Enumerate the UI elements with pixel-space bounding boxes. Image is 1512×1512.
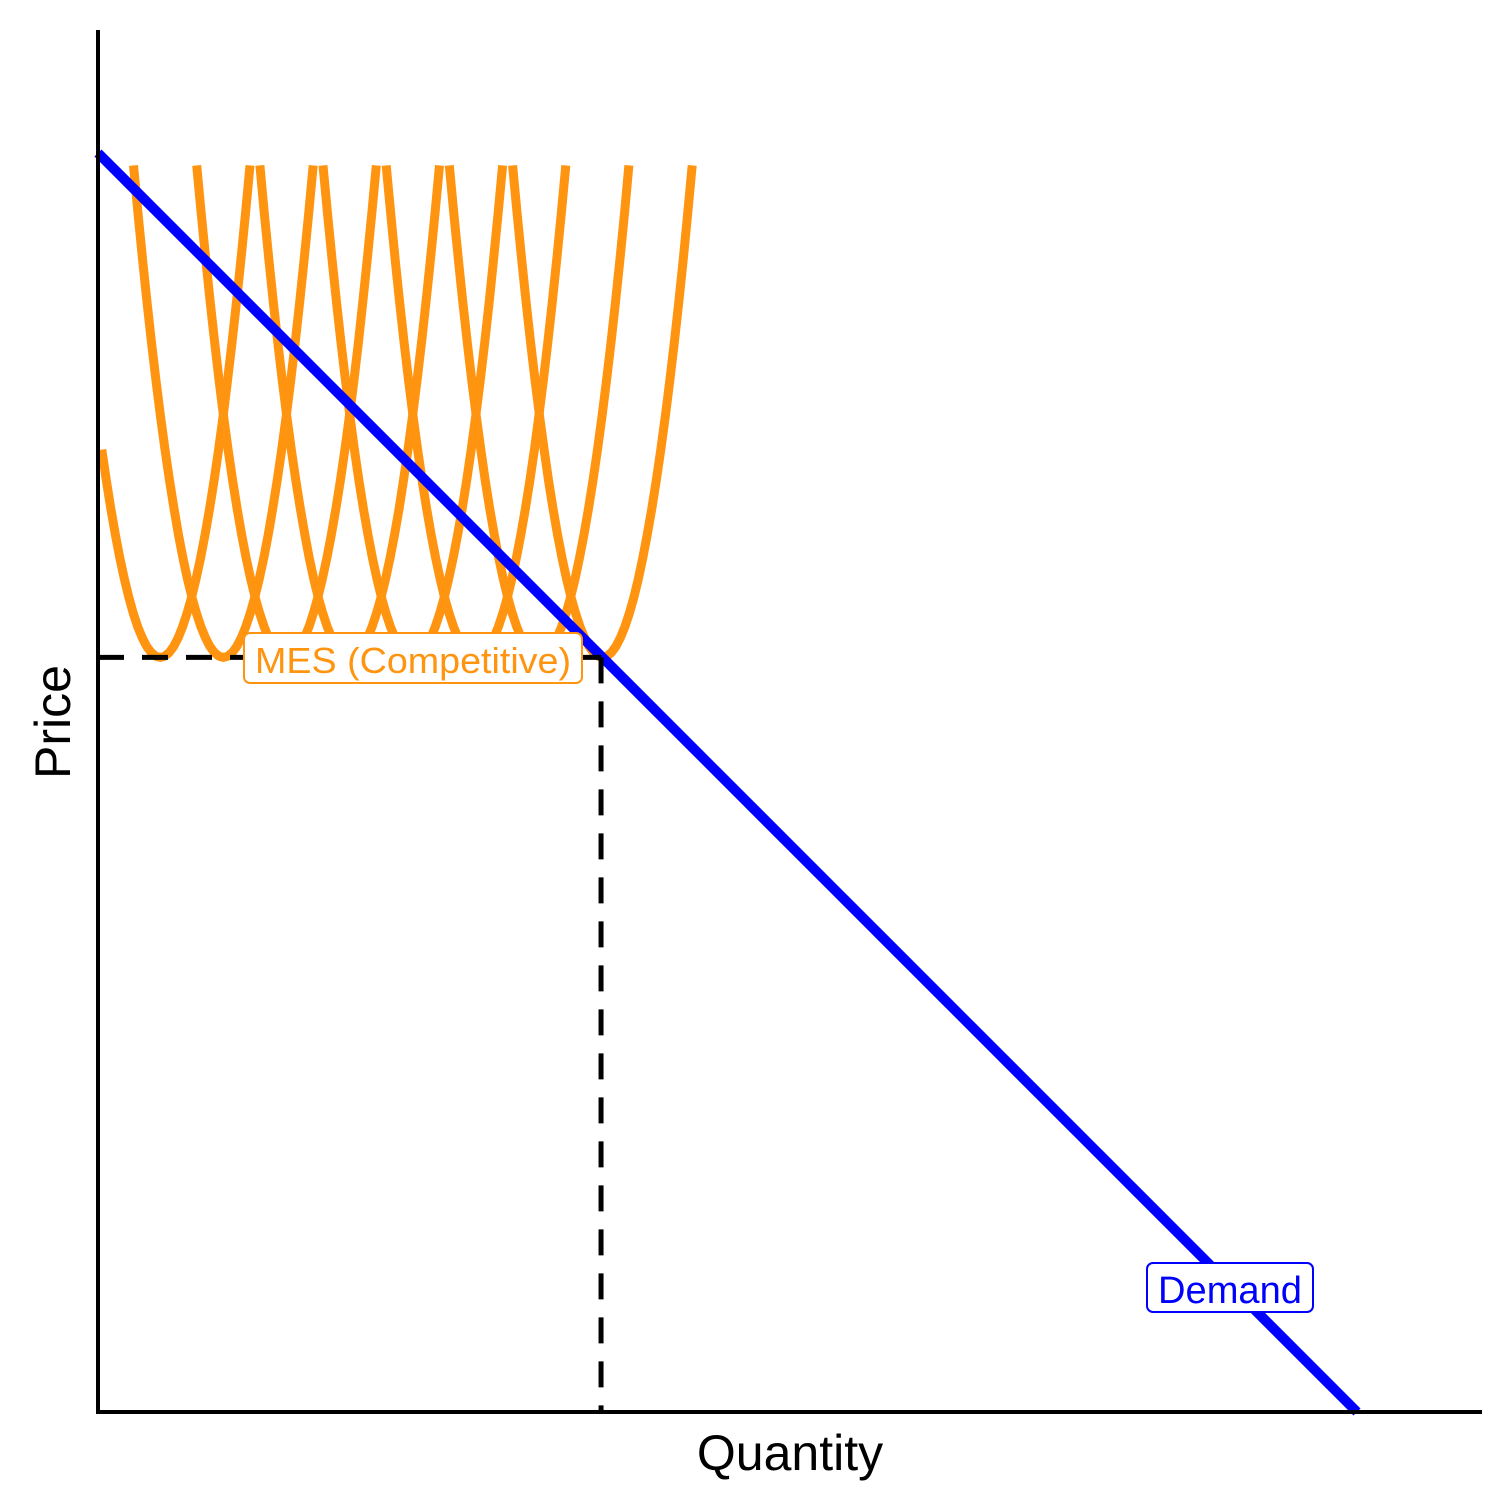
y-axis-label: Price [25,665,81,779]
mes-label-text: MES (Competitive) [255,640,571,681]
demand-label: Demand [1146,1262,1314,1313]
average-cost-curve-1 [97,164,255,662]
average-cost-curve-2 [129,164,318,662]
x-axis-label: Quantity [697,1425,883,1481]
mes-label: MES (Competitive) [243,632,583,684]
demand-line [94,149,1361,1416]
demand-label-text: Demand [1158,1270,1302,1312]
